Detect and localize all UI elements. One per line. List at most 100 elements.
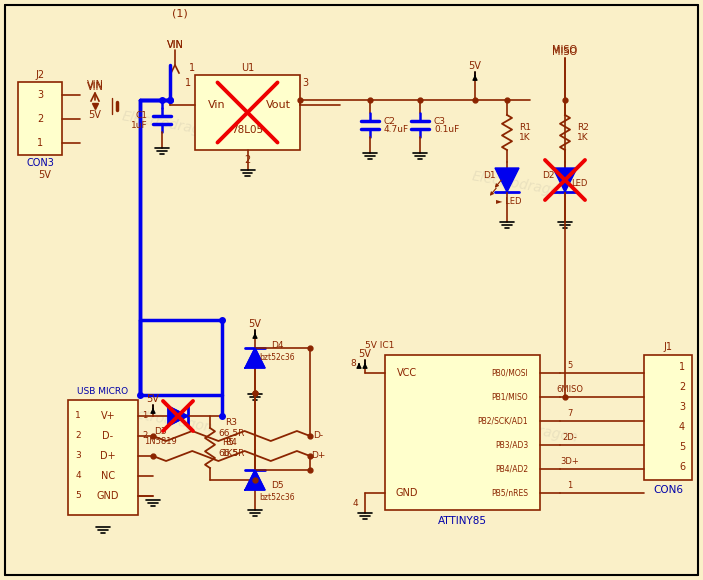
Text: GND: GND bbox=[396, 488, 418, 498]
Bar bbox=[195, 75, 300, 150]
Text: ATTINY85: ATTINY85 bbox=[438, 516, 487, 526]
Text: 1: 1 bbox=[679, 362, 685, 372]
Text: 1: 1 bbox=[142, 411, 147, 420]
Text: R3
66.5R: R3 66.5R bbox=[219, 418, 245, 438]
Text: V+: V+ bbox=[101, 411, 115, 421]
Text: VIN: VIN bbox=[167, 40, 183, 50]
Text: NC: NC bbox=[101, 471, 115, 481]
Text: 3D+: 3D+ bbox=[560, 456, 579, 466]
Text: Electrodragon: Electrodragon bbox=[481, 415, 579, 445]
Text: 5V: 5V bbox=[469, 61, 482, 71]
Text: 7: 7 bbox=[567, 408, 573, 418]
Text: 4: 4 bbox=[352, 498, 358, 508]
Text: D+: D+ bbox=[101, 451, 116, 461]
Text: D-: D- bbox=[313, 432, 323, 440]
Text: D3: D3 bbox=[154, 427, 167, 437]
Text: 5V: 5V bbox=[249, 319, 262, 329]
Bar bbox=[18, 82, 62, 155]
Polygon shape bbox=[245, 348, 265, 368]
Text: VIN: VIN bbox=[86, 80, 103, 90]
Text: PB5/nRES: PB5/nRES bbox=[491, 488, 528, 498]
Text: 1: 1 bbox=[567, 480, 573, 490]
Bar bbox=[644, 355, 692, 480]
Text: 5V: 5V bbox=[89, 110, 101, 120]
Text: 5V IC1: 5V IC1 bbox=[366, 340, 394, 350]
Text: 4: 4 bbox=[679, 422, 685, 432]
Text: C3: C3 bbox=[434, 117, 446, 125]
Text: 1: 1 bbox=[189, 63, 195, 73]
Text: 5V: 5V bbox=[146, 394, 160, 404]
Text: VIN: VIN bbox=[167, 40, 183, 50]
Text: bzt52c36: bzt52c36 bbox=[259, 492, 295, 502]
Text: 5V: 5V bbox=[39, 170, 51, 180]
Text: Electrodragon: Electrodragon bbox=[116, 405, 214, 436]
Text: 5V: 5V bbox=[359, 349, 371, 359]
Bar bbox=[68, 400, 138, 515]
Text: PB0/MOSI: PB0/MOSI bbox=[491, 368, 528, 378]
Text: PB3/AD3: PB3/AD3 bbox=[495, 440, 528, 450]
Text: 1: 1 bbox=[185, 78, 191, 88]
Text: 6MISO: 6MISO bbox=[557, 385, 583, 393]
Text: 4.7uF: 4.7uF bbox=[384, 125, 409, 135]
Text: U1: U1 bbox=[241, 63, 254, 73]
Text: MISO: MISO bbox=[553, 45, 578, 55]
Text: 5: 5 bbox=[679, 442, 685, 452]
Text: Electrodragon: Electrodragon bbox=[471, 169, 569, 200]
Text: LED: LED bbox=[571, 179, 587, 188]
Text: 2: 2 bbox=[37, 114, 43, 124]
Text: D2: D2 bbox=[542, 172, 554, 180]
Text: CON6: CON6 bbox=[653, 485, 683, 495]
Text: 1: 1 bbox=[37, 138, 43, 148]
Text: D+: D+ bbox=[311, 451, 325, 461]
Text: PB2/SCK/AD1: PB2/SCK/AD1 bbox=[477, 416, 528, 426]
Text: 3: 3 bbox=[75, 451, 81, 461]
Text: MISO: MISO bbox=[553, 47, 578, 57]
Polygon shape bbox=[168, 406, 188, 426]
Text: 8: 8 bbox=[350, 358, 356, 368]
Text: D1: D1 bbox=[483, 172, 496, 180]
Text: USB MICRO: USB MICRO bbox=[77, 387, 129, 397]
Text: VIN: VIN bbox=[86, 82, 103, 92]
Text: 4: 4 bbox=[75, 472, 81, 480]
Text: C2: C2 bbox=[384, 117, 396, 125]
Text: 3: 3 bbox=[679, 402, 685, 412]
Text: CON3: CON3 bbox=[26, 158, 54, 168]
Text: (1): (1) bbox=[172, 9, 188, 19]
Text: 2D-: 2D- bbox=[562, 433, 577, 441]
Text: 2: 2 bbox=[679, 382, 685, 392]
Text: PB4/AD2: PB4/AD2 bbox=[495, 465, 528, 473]
Text: 6: 6 bbox=[679, 462, 685, 472]
Text: D-: D- bbox=[103, 431, 114, 441]
Text: 5: 5 bbox=[75, 491, 81, 501]
Text: 3: 3 bbox=[302, 78, 308, 88]
Text: R2
1K: R2 1K bbox=[577, 123, 589, 142]
Text: C1: C1 bbox=[136, 111, 148, 121]
Text: Vout: Vout bbox=[266, 100, 290, 110]
Polygon shape bbox=[245, 470, 265, 490]
Polygon shape bbox=[495, 168, 519, 192]
Text: 78L05: 78L05 bbox=[231, 125, 264, 135]
Text: VCC: VCC bbox=[397, 368, 417, 378]
Text: J1: J1 bbox=[664, 342, 673, 352]
Text: R1
1K: R1 1K bbox=[519, 123, 531, 142]
Text: 2: 2 bbox=[142, 432, 147, 440]
Text: 0.1uF: 0.1uF bbox=[434, 125, 459, 135]
Text: Vin: Vin bbox=[208, 100, 226, 110]
Polygon shape bbox=[553, 168, 577, 192]
Text: J2: J2 bbox=[35, 70, 44, 80]
Text: GND: GND bbox=[97, 491, 120, 501]
Text: 2: 2 bbox=[75, 432, 81, 440]
Text: PB1/MISO: PB1/MISO bbox=[491, 393, 528, 401]
Text: 1uF: 1uF bbox=[131, 121, 148, 129]
Text: 1: 1 bbox=[75, 411, 81, 420]
Text: 3: 3 bbox=[37, 90, 43, 100]
Text: R4
66.5R: R4 66.5R bbox=[219, 438, 245, 458]
Text: ► LED: ► LED bbox=[496, 198, 522, 206]
Text: Electrodragon: Electrodragon bbox=[121, 110, 219, 140]
Text: D4: D4 bbox=[271, 342, 283, 350]
Text: D5: D5 bbox=[271, 480, 283, 490]
Text: bzt52c36: bzt52c36 bbox=[259, 353, 295, 362]
Bar bbox=[385, 355, 540, 510]
Text: 1N5819: 1N5819 bbox=[143, 437, 176, 447]
Text: R5
1K5: R5 1K5 bbox=[222, 438, 240, 458]
